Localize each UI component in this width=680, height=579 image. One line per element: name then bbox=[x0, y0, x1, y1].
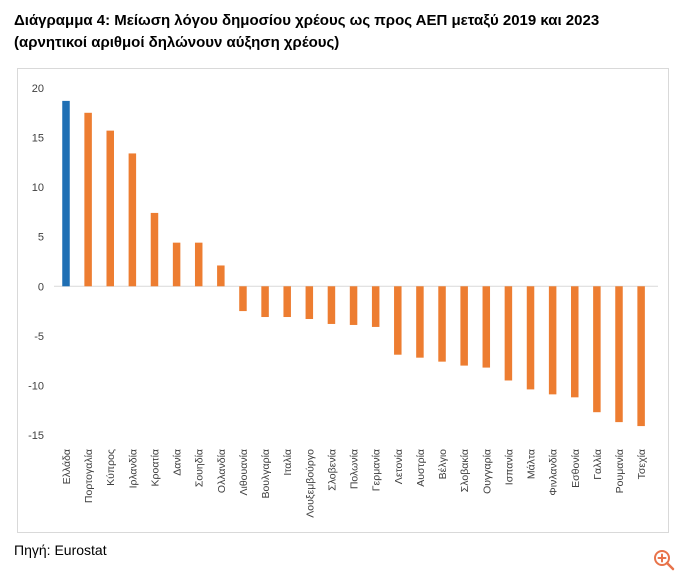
y-tick-label: 20 bbox=[32, 83, 44, 95]
x-tick-label: Σλοβακία bbox=[459, 449, 471, 492]
x-tick-label: Ελλάδα bbox=[61, 449, 73, 484]
y-tick-label: -10 bbox=[28, 380, 44, 392]
x-tick-label: Δανία bbox=[172, 449, 184, 476]
bar bbox=[371, 286, 380, 327]
bar bbox=[283, 286, 291, 318]
bar bbox=[460, 286, 468, 366]
y-axis: 20 15 10 5 0 -5 -10 -15 bbox=[28, 83, 44, 442]
x-tick-label: Λετονία bbox=[393, 449, 405, 484]
x-tick-label: Κροατία bbox=[149, 449, 161, 486]
y-tick-label: 10 bbox=[32, 182, 44, 194]
bar bbox=[571, 286, 579, 398]
bar bbox=[305, 286, 314, 320]
chart-title: Διάγραμμα 4: Μείωση λόγου δημοσίου χρέου… bbox=[14, 12, 600, 29]
x-tick-label: Γαλλία bbox=[592, 449, 604, 480]
bar bbox=[416, 286, 424, 358]
bar bbox=[62, 100, 70, 287]
zoom-button[interactable] bbox=[652, 548, 676, 572]
zoom-in-icon bbox=[654, 550, 675, 571]
chart-area: 20 15 10 5 0 -5 -10 -15 Ελλάδα Πορτογαλία Κύπρος Ι… bbox=[17, 68, 669, 533]
y-tick-label: -5 bbox=[34, 331, 44, 343]
x-tick-label: Εσθονία bbox=[570, 449, 582, 488]
x-tick-label: Γερμανία bbox=[371, 449, 383, 491]
bar bbox=[438, 286, 446, 362]
x-tick-label: Φινλανδία bbox=[548, 449, 560, 496]
x-tick-label: Βέλγιο bbox=[437, 449, 449, 480]
y-tick-label: -15 bbox=[28, 430, 44, 442]
x-tick-label: Μάλτα bbox=[526, 449, 538, 479]
bar bbox=[349, 286, 358, 325]
bar-chart: 20 15 10 5 0 -5 -10 -15 Ελλάδα Πορτογαλία Κύπρος Ι… bbox=[28, 83, 658, 518]
x-tick-label: Πορτογαλία bbox=[83, 449, 95, 503]
y-tick-label: 5 bbox=[38, 232, 44, 244]
bar bbox=[526, 286, 535, 390]
bar bbox=[106, 130, 114, 287]
bar bbox=[615, 286, 623, 423]
bar bbox=[194, 242, 203, 287]
x-tick-label: Τσεχία bbox=[636, 449, 648, 479]
x-tick-label: Ιρλανδία bbox=[127, 449, 139, 488]
bar bbox=[150, 212, 159, 287]
x-tick-label: Λιθουανία bbox=[238, 449, 250, 496]
chart-title-block: Διάγραμμα 4: Μείωση λόγου δημοσίου χρέου… bbox=[14, 10, 664, 54]
bar bbox=[261, 286, 269, 318]
y-tick-label: 0 bbox=[38, 281, 44, 293]
x-tick-label: Ισπανία bbox=[503, 449, 515, 485]
x-tick-label: Αυστρία bbox=[415, 449, 427, 487]
bar bbox=[637, 286, 645, 427]
bar bbox=[482, 286, 491, 368]
x-tick-label: Ρουμανία bbox=[614, 449, 626, 493]
bar bbox=[394, 286, 402, 355]
bar bbox=[593, 286, 601, 413]
x-tick-label: Κύπρος bbox=[105, 449, 117, 486]
x-tick-label: Πολωνία bbox=[349, 449, 361, 489]
source-note: Πηγή: Eurostat bbox=[14, 542, 107, 558]
bar bbox=[128, 153, 137, 287]
x-tick-label: Ιταλία bbox=[282, 449, 294, 476]
y-tick-label: 15 bbox=[32, 133, 44, 145]
x-axis: Ελλάδα Πορτογαλία Κύπρος Ιρλανδία Κροατία Δαν… bbox=[61, 449, 648, 518]
x-tick-label: Λουξεμβούργο bbox=[304, 449, 316, 518]
x-tick-label: Σλοβενία bbox=[326, 449, 338, 491]
x-tick-label: Σουηδία bbox=[194, 449, 206, 487]
x-tick-label: Βουλγαρία bbox=[260, 449, 272, 499]
bar bbox=[504, 286, 513, 381]
bar-series bbox=[62, 100, 645, 427]
bar bbox=[217, 265, 225, 287]
chart-subtitle: (αρνητικοί αριθμοί δηλώνουν αύξηση χρέου… bbox=[14, 34, 340, 51]
bar bbox=[172, 242, 181, 287]
x-tick-label: Ολλανδία bbox=[216, 449, 228, 493]
bar bbox=[327, 286, 336, 324]
x-tick-label: Ουγγαρία bbox=[481, 449, 493, 494]
bar bbox=[84, 112, 92, 287]
bar bbox=[239, 286, 247, 312]
bar bbox=[548, 286, 557, 395]
